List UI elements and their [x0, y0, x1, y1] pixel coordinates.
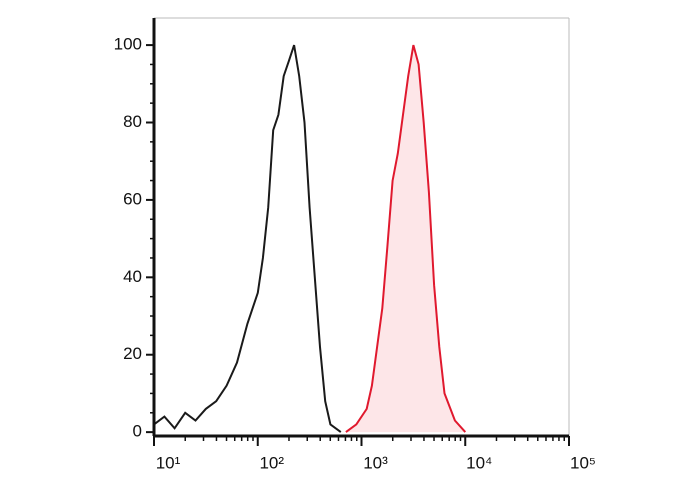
x-tick-label: 10²	[259, 453, 284, 472]
x-tick-label: 10³	[363, 453, 388, 472]
histogram-line	[345, 44, 467, 433]
y-tick-label: 60	[123, 189, 142, 208]
y-tick-label: 0	[133, 422, 142, 441]
histogram-fill	[345, 45, 466, 433]
y-tick-label: 40	[123, 267, 142, 286]
y-tick-label: 80	[123, 112, 142, 131]
x-tick-label: 10¹	[156, 453, 181, 472]
x-tick-label: 10⁵	[570, 453, 596, 472]
x-tick-label: 10⁴	[466, 453, 492, 472]
y-tick-label: 100	[114, 35, 142, 54]
y-tick-label: 20	[123, 344, 142, 363]
histogram-line	[153, 44, 342, 433]
